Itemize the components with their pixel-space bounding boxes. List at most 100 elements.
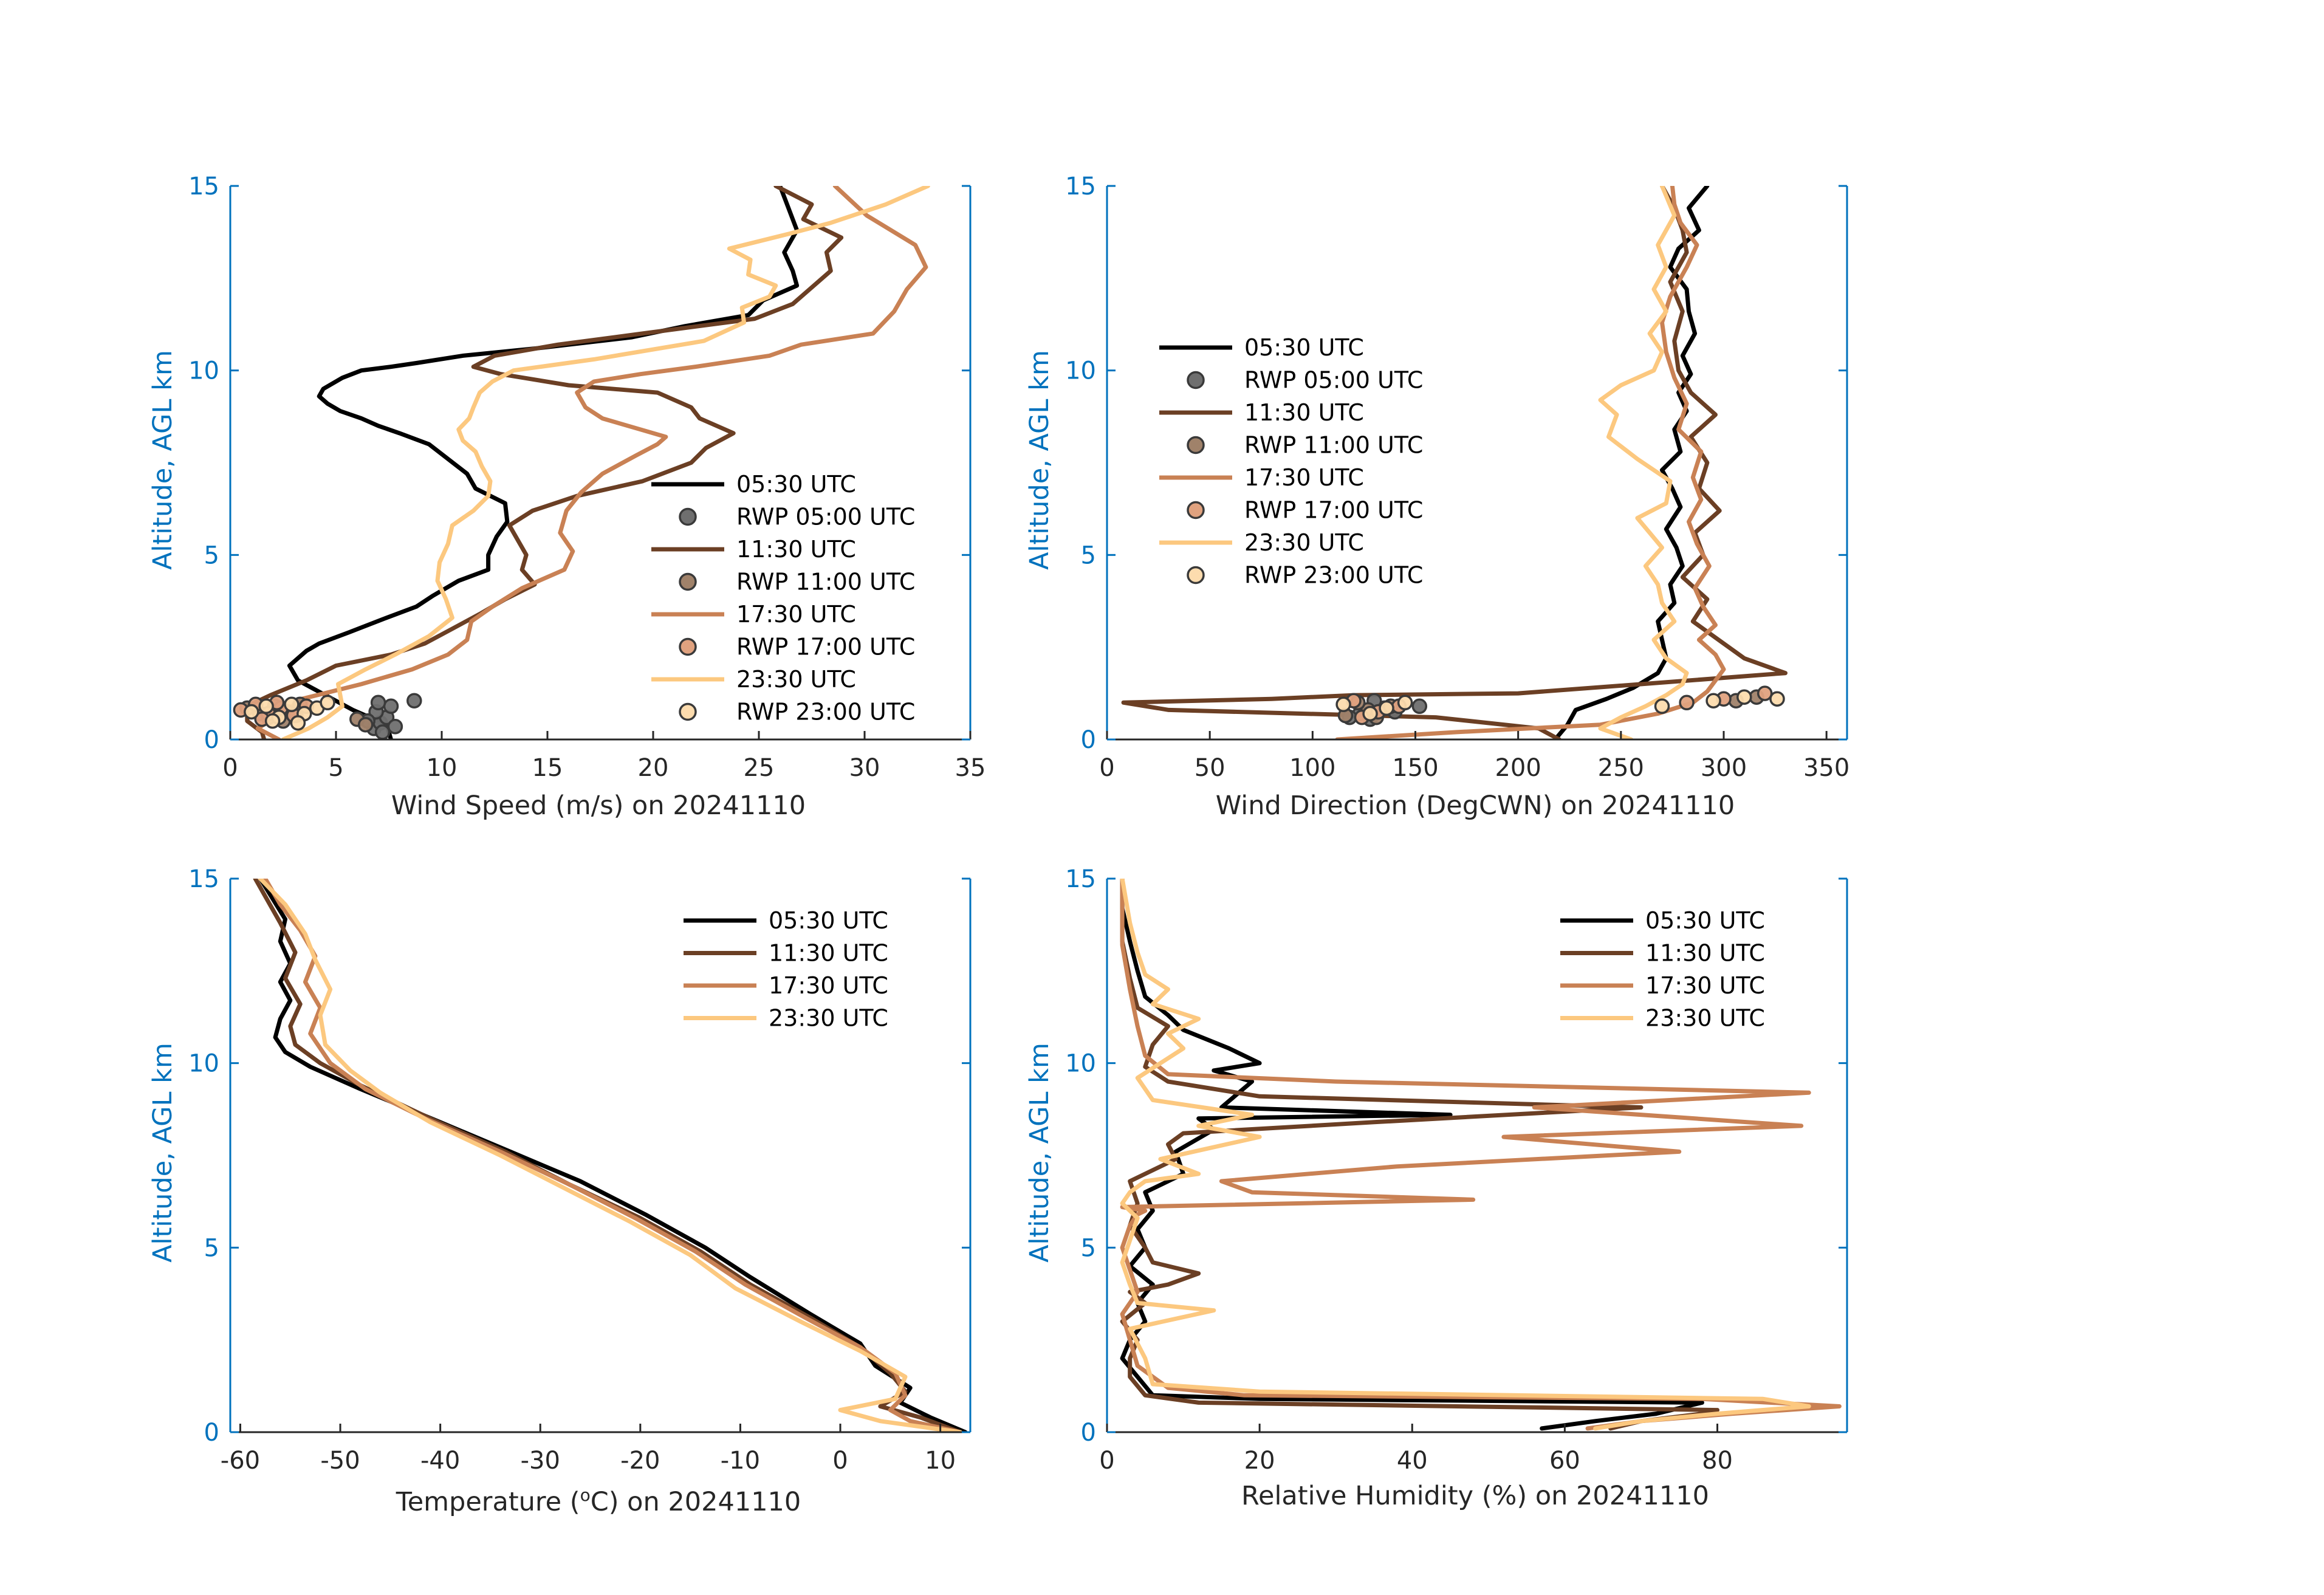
wdir-legend-label: 23:30 UTC [1244,529,1364,556]
wdir-point-rwp2300utc [1654,698,1670,715]
temp-x-tick-label: -60 [221,1447,260,1475]
rh-x-tick-label: 60 [1549,1447,1580,1475]
temp-x-tick-label: 10 [925,1447,956,1475]
rh-y-tick-label: 5 [1081,1234,1096,1262]
rh-line-0530utc [1120,879,1704,1431]
temperature-legend: 05:30 UTC 11:30 UTC 17:30 UTC 23:30 UTC [684,907,888,1032]
wdir-x-tick-label: 0 [1099,754,1114,782]
temp-y-tick-label: 0 [204,1419,219,1447]
wspd-point-rwp2300utc [284,696,300,713]
rh-x-tick-label: 20 [1244,1447,1275,1475]
temperature-xlabel-part: Temperature ( [396,1487,580,1517]
wspd-point-rwp0500utc [370,695,386,711]
wind-speed-xlabel: Wind Speed (m/s) on 20241110 [391,791,806,821]
wind-direction-plot-area [1121,186,1788,739]
wdir-x-tick-label: 200 [1495,754,1541,782]
wind-speed-legend: 05:30 UTC RWP 05:00 UTC 11:30 UTC RWP 11:00… [651,471,915,725]
rh-legend-label: 05:30 UTC [1645,907,1765,934]
wspd-legend-marker [679,507,697,526]
wspd-x-tick-label: 30 [849,754,880,782]
wspd-legend-label: 11:30 UTC [736,536,856,563]
wdir-line-0530utc [1553,186,1710,739]
wind-direction-ylabel: Altitude, AGL km [1024,350,1055,570]
wdir-x-tick-label: 50 [1195,754,1225,782]
wspd-point-rwp2300utc [244,704,259,720]
wdir-legend-label: RWP 11:00 UTC [1244,432,1423,459]
wspd-y-tick-label: 5 [204,541,219,569]
relative-humidity-panel: 0 20 40 60 80 0 5 10 15 05:30 UTC 11:30 UTC 17:30 … [1024,865,1848,1511]
wind-direction-xlabel: Wind Direction (DegCWN) on 20241110 [1216,791,1735,821]
rh-legend-label: 23:30 UTC [1645,1005,1765,1032]
wspd-line-0530utc [287,186,800,739]
wdir-legend-label: 05:30 UTC [1244,334,1364,361]
wdir-legend-marker [1187,566,1205,585]
temp-line-2330utc [258,879,962,1432]
wspd-legend-label: RWP 17:00 UTC [736,634,915,660]
temperature-xlabel-part: C) on 20241110 [591,1487,801,1517]
wspd-line-2330utc [281,186,930,739]
temperature-plot-area [253,879,968,1432]
wspd-x-tick-label: 10 [427,754,458,782]
wdir-y-tick-label: 0 [1081,726,1096,754]
temp-x-tick-label: -40 [420,1447,460,1475]
rh-legend-label: 17:30 UTC [1645,972,1765,999]
relative-humidity-xlabel: Relative Humidity (%) on 20241110 [1241,1481,1709,1511]
rh-line-2330utc [1120,879,1811,1431]
wdir-point-rwp0500utc [1411,698,1428,715]
rh-x-tick-label: 80 [1702,1447,1733,1475]
temp-y-tick-label: 10 [188,1050,219,1078]
temp-legend-label: 11:30 UTC [769,940,888,967]
wspd-point-rwp2300utc [320,695,335,711]
wind-speed-panel: 0 5 10 15 20 25 30 35 0 5 10 15 05:30 UTC RWP 05:00 … [148,173,985,821]
wdir-legend-label: RWP 17:00 UTC [1244,497,1423,524]
wind-direction-axes: 0 50 100 150 200 250 300 350 0 5 10 15 [1065,173,1849,782]
rh-line-1730utc [1120,879,1842,1431]
wdir-legend-marker [1187,436,1205,454]
rh-x-tick-label: 0 [1099,1447,1114,1475]
wspd-line-1730utc [255,186,928,739]
temp-x-tick-label: -50 [320,1447,360,1475]
wdir-y-tick-label: 5 [1081,541,1096,569]
wind-speed-ylabel: Altitude, AGL km [148,350,178,570]
wdir-point-rwp1700utc [1679,695,1695,711]
wspd-point-rwp0500utc [383,698,399,715]
wdir-line-1730utc [1335,186,1726,739]
wdir-x-tick-label: 150 [1392,754,1438,782]
wspd-legend-label: 05:30 UTC [736,471,856,498]
temp-legend-label: 05:30 UTC [769,907,888,934]
temp-legend-label: 17:30 UTC [769,972,888,999]
temp-x-tick-label: -30 [521,1447,560,1475]
wdir-x-tick-label: 300 [1701,754,1747,782]
wdir-point-rwp2300utc [1736,689,1752,705]
rh-y-tick-label: 15 [1065,865,1096,893]
temperature-ylabel: Altitude, AGL km [148,1043,178,1263]
wdir-legend-label: 11:30 UTC [1244,399,1364,426]
rh-x-tick-label: 40 [1397,1447,1428,1475]
wspd-legend-marker [679,637,697,656]
wdir-series-group [1121,186,1788,739]
wind-direction-panel: 0 50 100 150 200 250 300 350 0 5 10 15 05:30 UTC RWP… [1024,173,1849,821]
rh-legend-label: 11:30 UTC [1645,940,1765,967]
wspd-x-tick-label: 15 [532,754,563,782]
wdir-point-rwp2300utc [1335,696,1351,713]
wspd-series-group [233,186,930,739]
wind-speed-axes: 0 5 10 15 20 25 30 35 0 5 10 15 [188,173,985,782]
temp-y-tick-label: 5 [204,1234,219,1262]
wspd-x-tick-label: 20 [638,754,669,782]
wdir-y-tick-label: 10 [1065,357,1096,385]
wspd-legend-label: RWP 11:00 UTC [736,569,915,595]
wspd-y-tick-label: 0 [204,726,219,754]
rh-series-group [1120,879,1842,1431]
wdir-point-rwp2300utc [1362,705,1378,722]
wspd-point-rwp0500utc [387,718,403,735]
wspd-x-tick-label: 5 [328,754,343,782]
rh-y-tick-label: 10 [1065,1050,1096,1078]
temperature-axes: -60 -50 -40 -30 -20 -10 0 10 0 5 10 15 [188,865,972,1475]
wind-direction-legend: 05:30 UTC RWP 05:00 UTC 11:30 UTC RWP 11:00… [1159,334,1423,589]
wspd-y-tick-label: 10 [188,357,219,385]
relative-humidity-axes: 0 20 40 60 80 0 5 10 15 [1065,865,1848,1475]
wind-speed-plot-area [233,186,930,739]
wspd-point-rwp0500utc [406,693,422,708]
